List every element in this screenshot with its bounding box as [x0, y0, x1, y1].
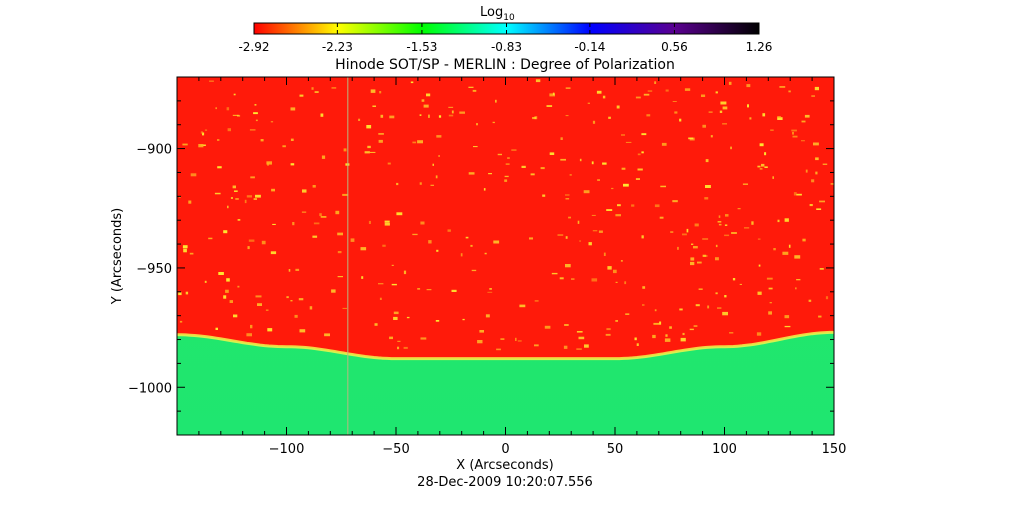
y-tick-label: −950: [136, 262, 172, 277]
y-tick-label: −900: [136, 143, 172, 158]
colorbar-tick-label: -2.23: [322, 40, 353, 54]
solar-disk-region: [177, 77, 834, 359]
colorbar-tick-label: -2.92: [238, 40, 269, 54]
y-tick-label: −1000: [128, 381, 172, 396]
colorbar-tick-label: 1.26: [746, 40, 773, 54]
colorbar-label-sub: 10: [503, 13, 515, 23]
timestamp: 28-Dec-2009 10:20:07.556: [417, 475, 593, 490]
colorbar-tick-label: 0.56: [661, 40, 688, 54]
colorbar-tick-label: -1.53: [406, 40, 437, 54]
x-tick-label: −100: [269, 442, 305, 457]
colorbar-tick-label: -0.83: [491, 40, 522, 54]
y-axis-label: Y (Arcseconds): [110, 208, 125, 305]
colorbar-label-base: Log: [480, 5, 503, 20]
limb-edge: [177, 330, 834, 361]
colorbar-ticks: -2.92 -2.23 -1.53 -0.83 -0.14 0.56 1.26: [238, 23, 772, 54]
x-tick-label: 0: [501, 442, 509, 457]
disk-features: [178, 79, 834, 351]
chart-title: Hinode SOT/SP - MERLIN : Degree of Polar…: [335, 57, 675, 73]
axes: −100 −50 0 50 100 150 −1000 −950 −900: [128, 77, 846, 457]
x-axis-label: X (Arcseconds): [456, 458, 553, 473]
x-tick-label: 100: [712, 442, 737, 457]
colorbar-label: Log10: [480, 5, 515, 23]
colorbar-tick-label: -0.14: [574, 40, 605, 54]
plot-area: [177, 77, 834, 435]
x-tick-label: 50: [607, 442, 624, 457]
x-tick-label: 150: [822, 442, 847, 457]
x-tick-label: −50: [382, 442, 409, 457]
